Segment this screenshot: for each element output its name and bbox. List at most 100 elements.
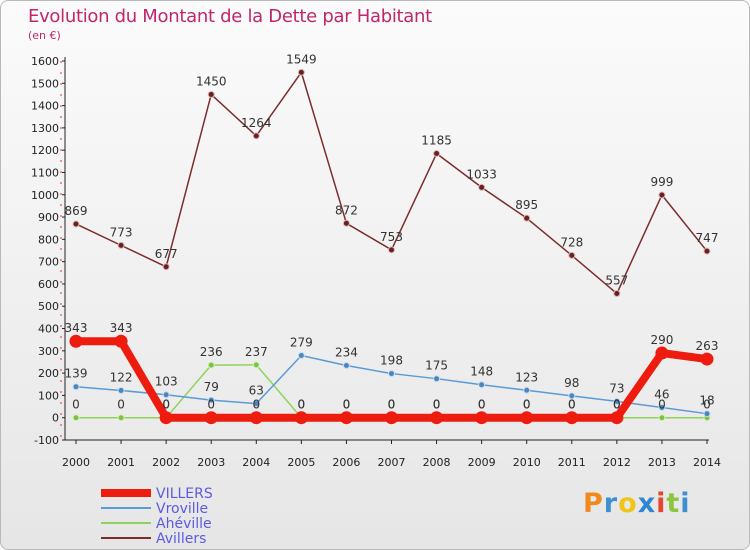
legend-label-vroville: Vroville <box>156 501 208 517</box>
y-tick-label: 1000 <box>31 189 59 202</box>
data-point-avillers <box>388 246 395 254</box>
data-label-villers: 290 <box>650 333 673 347</box>
data-point-avillers <box>658 191 666 199</box>
data-label-aheville: 0 <box>523 398 531 412</box>
data-point-villers <box>700 352 714 366</box>
data-point-villers <box>475 411 489 425</box>
data-point-aheville <box>658 414 666 422</box>
data-label-aheville: 0 <box>568 398 576 412</box>
data-point-vroville <box>523 386 531 394</box>
y-tick-label: -100 <box>34 434 59 447</box>
data-point-vroville <box>162 391 170 399</box>
data-label-avillers: 557 <box>605 274 628 288</box>
data-point-villers <box>339 411 353 425</box>
data-label-villers: 0 <box>568 398 576 412</box>
data-point-vroville <box>72 383 80 391</box>
data-label-aheville: 0 <box>703 398 711 412</box>
y-tick-label: 1500 <box>31 77 59 90</box>
data-point-aheville <box>72 414 80 422</box>
data-label-avillers: 1450 <box>196 74 227 88</box>
x-tick-label: 2009 <box>468 456 496 469</box>
x-tick-label: 2005 <box>287 456 315 469</box>
x-tick-label: 2013 <box>648 456 676 469</box>
data-point-avillers <box>523 214 531 222</box>
data-point-vroville <box>297 352 305 360</box>
x-tick-label: 2012 <box>603 456 631 469</box>
data-point-villers <box>610 411 624 425</box>
data-label-aheville: 0 <box>117 398 125 412</box>
y-tick-label: 700 <box>38 256 59 269</box>
data-label-avillers: 999 <box>650 175 673 189</box>
data-label-villers: 0 <box>162 398 170 412</box>
y-tick-label: 100 <box>38 389 59 402</box>
data-label-vroville: 98 <box>564 376 579 390</box>
data-label-villers: 0 <box>298 398 306 412</box>
data-point-vroville <box>703 410 711 418</box>
data-point-vroville <box>117 387 125 395</box>
x-tick-label: 2004 <box>242 456 270 469</box>
data-label-vroville: 18 <box>699 394 714 408</box>
data-label-villers: 0 <box>523 398 531 412</box>
data-label-aheville: 0 <box>478 398 486 412</box>
data-label-vroville: 79 <box>204 380 219 394</box>
y-tick-label: 200 <box>38 367 59 380</box>
chart-subtitle: (en €) <box>28 29 61 42</box>
data-label-avillers: 1185 <box>421 134 452 148</box>
data-label-vroville: 73 <box>609 381 624 395</box>
data-label-avillers: 869 <box>65 204 88 218</box>
data-label-villers: 0 <box>433 398 441 412</box>
data-point-avillers <box>478 183 486 191</box>
data-label-villers: 0 <box>252 398 260 412</box>
y-tick-label: 1100 <box>31 166 59 179</box>
data-label-avillers: 747 <box>696 231 719 245</box>
data-label-avillers: 773 <box>110 225 133 239</box>
data-point-avillers <box>297 68 305 76</box>
y-tick-label: 400 <box>38 323 59 336</box>
data-point-vroville <box>207 396 215 404</box>
data-point-avillers <box>252 132 260 140</box>
y-tick-label: 1600 <box>31 55 59 68</box>
data-point-vroville <box>252 400 260 408</box>
data-label-villers: 0 <box>613 398 621 412</box>
data-label-vroville: 103 <box>155 375 178 389</box>
data-label-avillers: 1549 <box>286 52 317 66</box>
data-label-avillers: 753 <box>380 230 403 244</box>
y-tick-label: 800 <box>38 233 59 246</box>
data-point-aheville <box>117 414 125 422</box>
data-point-villers <box>204 411 218 425</box>
data-point-avillers <box>117 241 125 249</box>
legend-label-aheville: Ahéville <box>156 516 212 532</box>
x-tick-label: 2010 <box>513 456 541 469</box>
y-tick-label: 500 <box>38 300 59 313</box>
data-point-vroville <box>613 397 621 405</box>
x-tick-label: 2008 <box>423 456 451 469</box>
data-point-vroville <box>568 392 576 400</box>
x-tick-label: 2014 <box>693 456 721 469</box>
data-label-aheville: 237 <box>245 345 268 359</box>
data-label-vroville: 139 <box>65 367 88 381</box>
data-label-avillers: 872 <box>335 203 358 217</box>
data-point-villers <box>159 411 173 425</box>
data-label-avillers: 1264 <box>241 116 272 130</box>
chart-title: Evolution du Montant de la Dette par Hab… <box>28 6 432 27</box>
data-point-villers <box>114 334 128 348</box>
y-tick-label: 1400 <box>31 100 59 113</box>
data-point-vroville <box>342 362 350 370</box>
data-label-aheville: 236 <box>200 345 223 359</box>
data-label-aheville: 0 <box>613 398 621 412</box>
data-point-avillers <box>342 219 350 227</box>
x-tick-label: 2011 <box>558 456 586 469</box>
data-label-avillers: 728 <box>560 235 583 249</box>
data-label-aheville: 0 <box>658 398 666 412</box>
data-label-aheville: 0 <box>388 398 396 412</box>
y-tick-label: 0 <box>52 412 59 425</box>
data-label-vroville: 279 <box>290 336 313 350</box>
data-point-avillers <box>207 90 215 98</box>
data-label-avillers: 677 <box>155 247 178 261</box>
data-label-villers: 0 <box>478 398 486 412</box>
data-label-villers: 343 <box>110 321 133 335</box>
data-point-villers <box>249 411 263 425</box>
data-point-villers <box>430 411 444 425</box>
data-label-villers: 263 <box>696 339 719 353</box>
